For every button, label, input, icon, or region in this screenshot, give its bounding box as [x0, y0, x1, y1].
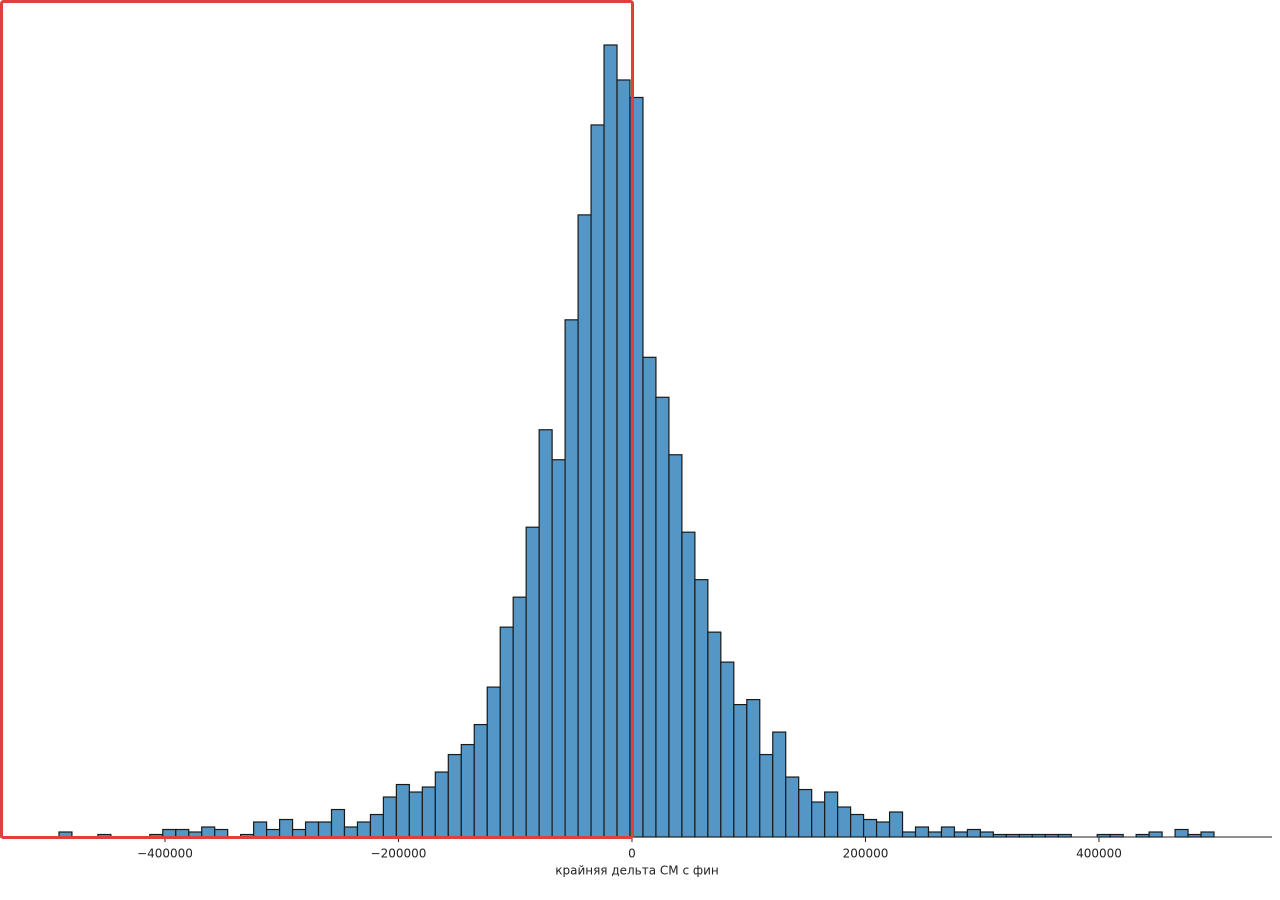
x-tick-label: −200000: [371, 847, 427, 861]
bar: [538, 429, 553, 838]
bar: [668, 454, 683, 838]
bar: [421, 786, 436, 838]
bar: [278, 818, 294, 838]
bar: [395, 783, 410, 838]
bar: [304, 821, 320, 838]
bar: [642, 356, 657, 838]
bar: [746, 698, 761, 838]
x-tick-label: 200000: [843, 847, 889, 861]
bar: [901, 831, 917, 838]
bar: [681, 531, 696, 838]
bar: [694, 579, 709, 838]
bar: [798, 788, 813, 838]
bar: [291, 828, 307, 838]
bar: [499, 626, 514, 838]
bar: [460, 743, 475, 838]
bar: [473, 723, 488, 838]
bar: [966, 828, 981, 838]
bar: [343, 826, 359, 838]
bar: [603, 44, 618, 838]
bar: [720, 661, 735, 838]
highlight-box: [0, 0, 634, 839]
bar: [772, 731, 787, 838]
bar: [824, 791, 839, 838]
bar: [317, 821, 333, 838]
bar: [759, 753, 774, 838]
bar: [811, 801, 826, 838]
bar: [330, 808, 346, 838]
bar: [616, 79, 631, 838]
bar: [940, 826, 956, 838]
bar: [785, 776, 800, 838]
bar: [953, 831, 969, 838]
bar: [862, 818, 878, 838]
bar: [927, 831, 943, 838]
bar: [837, 806, 852, 838]
bar: [1148, 831, 1163, 838]
bar: [214, 828, 229, 838]
bar: [1174, 828, 1189, 838]
bar: [408, 791, 423, 838]
bar: [564, 319, 579, 838]
bar: [162, 828, 177, 838]
bar: [175, 828, 190, 838]
bar: [850, 813, 865, 838]
bar: [875, 821, 891, 838]
bar: [486, 686, 501, 838]
bar: [733, 703, 748, 838]
bar: [1200, 831, 1215, 838]
bar: [979, 831, 994, 838]
bar: [447, 753, 462, 838]
bar: [512, 596, 527, 838]
bar: [253, 821, 268, 838]
bar: [590, 124, 605, 838]
x-tick-label: −400000: [137, 847, 193, 861]
bar: [266, 828, 281, 838]
bar: [655, 396, 670, 838]
bar: [577, 214, 592, 838]
bar: [888, 811, 904, 838]
bar: [201, 826, 216, 838]
bar: [551, 459, 566, 838]
x-tick-label: 0: [628, 847, 636, 861]
bar: [356, 821, 372, 838]
bar: [382, 796, 397, 838]
bar: [707, 631, 722, 838]
x-tick-label: 400000: [1076, 847, 1122, 861]
x-axis-label: крайняя дельта СМ с фин: [555, 864, 719, 878]
bar: [434, 771, 449, 838]
bar: [525, 526, 540, 838]
bar: [369, 813, 385, 838]
bar: [914, 826, 930, 838]
